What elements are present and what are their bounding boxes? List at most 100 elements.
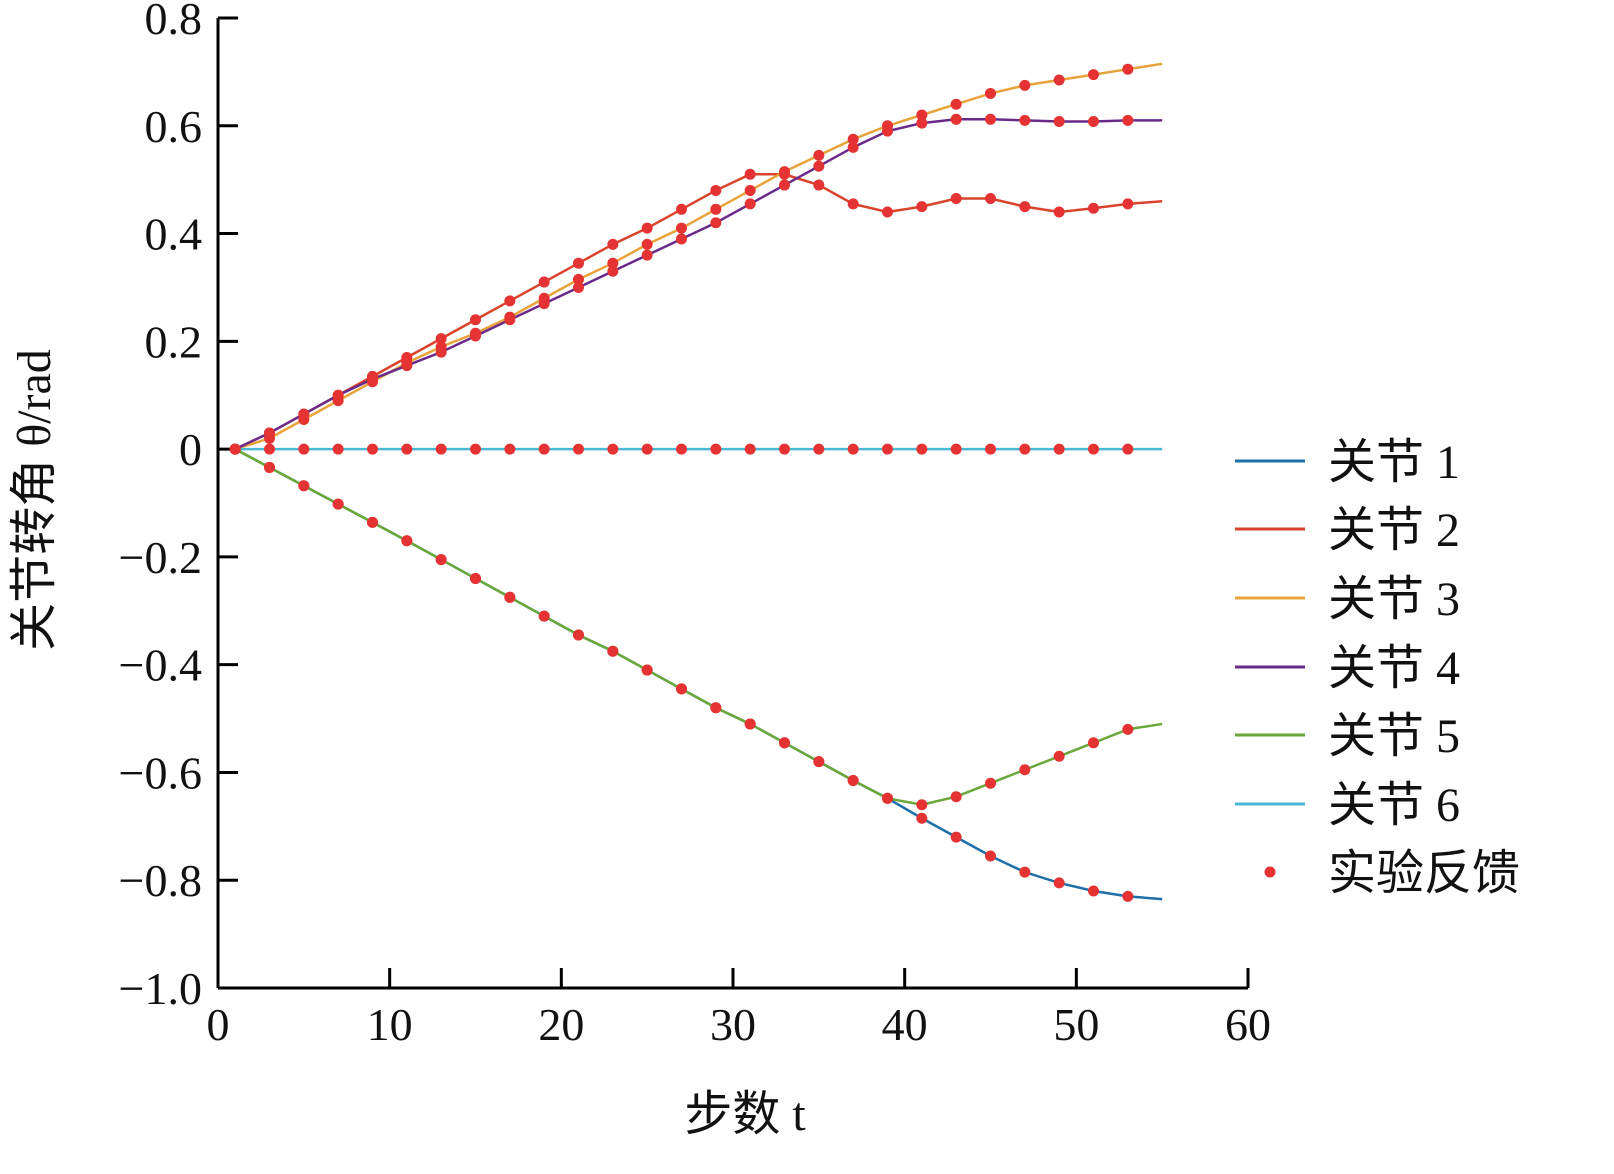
experimental-marker xyxy=(950,443,962,455)
experimental-marker xyxy=(1053,206,1065,218)
legend-item: 关节 3 xyxy=(1235,573,1460,626)
legend-item: 关节 6 xyxy=(1235,779,1460,832)
y-tick-label: −0.8 xyxy=(119,855,202,906)
experimental-marker xyxy=(504,295,516,307)
experimental-marker xyxy=(1122,198,1134,210)
experimental-marker xyxy=(573,629,584,641)
experimental-marker xyxy=(1088,443,1099,455)
experimental-marker xyxy=(470,330,481,342)
experimental-marker xyxy=(504,443,516,455)
experimental-marker xyxy=(504,314,516,326)
experimental-marker xyxy=(1088,115,1099,127)
experimental-marker xyxy=(847,133,859,145)
experimental-marker xyxy=(264,427,275,439)
experimental-marker xyxy=(1088,202,1099,214)
experimental-marker xyxy=(401,443,413,455)
x-tick-label: 10 xyxy=(367,999,413,1050)
experimental-marker xyxy=(298,408,310,420)
legend-label: 关节 2 xyxy=(1328,504,1460,557)
experimental-marker xyxy=(985,193,996,205)
experimental-marker xyxy=(470,572,481,584)
experimental-marker xyxy=(229,443,241,455)
experimental-marker xyxy=(1088,69,1099,81)
experimental-marker xyxy=(607,265,619,277)
experimental-marker xyxy=(676,203,687,215)
experimental-marker xyxy=(367,373,378,385)
legend-item: 关节 5 xyxy=(1235,710,1460,763)
y-tick-label: −1.0 xyxy=(119,963,202,1014)
experimental-marker xyxy=(779,737,790,749)
experimental-marker xyxy=(847,141,859,153)
experimental-marker xyxy=(1122,890,1134,902)
experimental-marker xyxy=(435,554,447,566)
experimental-marker xyxy=(985,777,996,789)
y-tick-label: 0.8 xyxy=(145,0,203,44)
experimental-marker xyxy=(710,443,722,455)
experimental-marker xyxy=(332,498,344,510)
experimental-marker xyxy=(676,443,687,455)
experimental-marker xyxy=(950,791,962,803)
experimental-marker xyxy=(470,314,481,326)
x-axis-label: 步数 t xyxy=(684,1088,806,1141)
experimental-marker xyxy=(1088,737,1099,749)
y-tick-label: −0.6 xyxy=(119,747,202,798)
experimental-marker xyxy=(882,206,893,218)
y-tick-label: −0.2 xyxy=(119,532,202,583)
legend-item: 实验反馈 xyxy=(1264,847,1520,900)
experimental-marker xyxy=(401,360,413,372)
legend-item: 关节 4 xyxy=(1235,642,1460,695)
experimental-marker xyxy=(607,645,619,657)
experimental-marker xyxy=(950,831,962,843)
experimental-marker xyxy=(1053,877,1065,889)
experimental-marker xyxy=(1122,114,1134,126)
legend-label: 关节 1 xyxy=(1328,436,1460,489)
experimental-marker xyxy=(332,443,344,455)
experimental-marker xyxy=(916,109,928,121)
experimental-marker xyxy=(882,443,893,455)
experimental-marker xyxy=(1019,79,1031,91)
experimental-marker xyxy=(435,333,447,345)
experimental-marker xyxy=(779,443,790,455)
x-tick-label: 0 xyxy=(207,999,230,1050)
experimental-marker xyxy=(985,87,996,99)
experimental-marker xyxy=(676,233,687,245)
experimental-marker xyxy=(538,298,550,310)
experimental-marker xyxy=(813,443,825,455)
experimental-marker xyxy=(847,775,859,787)
y-tick-label: −0.4 xyxy=(119,640,202,691)
experimental-marker xyxy=(573,257,584,269)
experimental-marker xyxy=(813,756,825,768)
experimental-marker xyxy=(1053,115,1065,127)
series-line xyxy=(234,118,1163,451)
experimental-marker xyxy=(882,125,893,137)
experimental-marker xyxy=(401,535,413,547)
experimental-marker xyxy=(1122,63,1134,75)
series-line xyxy=(234,448,1163,901)
experimental-marker xyxy=(435,443,447,455)
experimental-marker xyxy=(538,610,550,622)
experimental-marker xyxy=(916,201,928,213)
series-line xyxy=(234,448,1163,807)
experimental-marker xyxy=(470,443,481,455)
experimental-marker xyxy=(641,238,653,250)
experimental-marker xyxy=(1053,750,1065,762)
x-tick-label: 30 xyxy=(710,999,756,1050)
experimental-marker xyxy=(882,792,893,804)
experimental-marker xyxy=(710,217,722,229)
experimental-marker xyxy=(950,113,962,125)
experimental-marker xyxy=(779,166,790,178)
experimental-marker xyxy=(985,850,996,862)
series-line xyxy=(234,173,1163,451)
legend-item: 关节 1 xyxy=(1235,436,1460,489)
legend-label: 关节 4 xyxy=(1328,642,1460,695)
experimental-marker xyxy=(1019,443,1031,455)
legend-label: 实验反馈 xyxy=(1328,847,1520,900)
experimental-marker xyxy=(607,443,619,455)
experimental-marker xyxy=(1019,201,1031,213)
experimental-marker xyxy=(916,117,928,129)
experimental-marker xyxy=(744,718,756,730)
y-tick-label: 0 xyxy=(179,424,202,475)
experimental-marker xyxy=(950,98,962,110)
legend-label: 关节 5 xyxy=(1328,710,1460,763)
